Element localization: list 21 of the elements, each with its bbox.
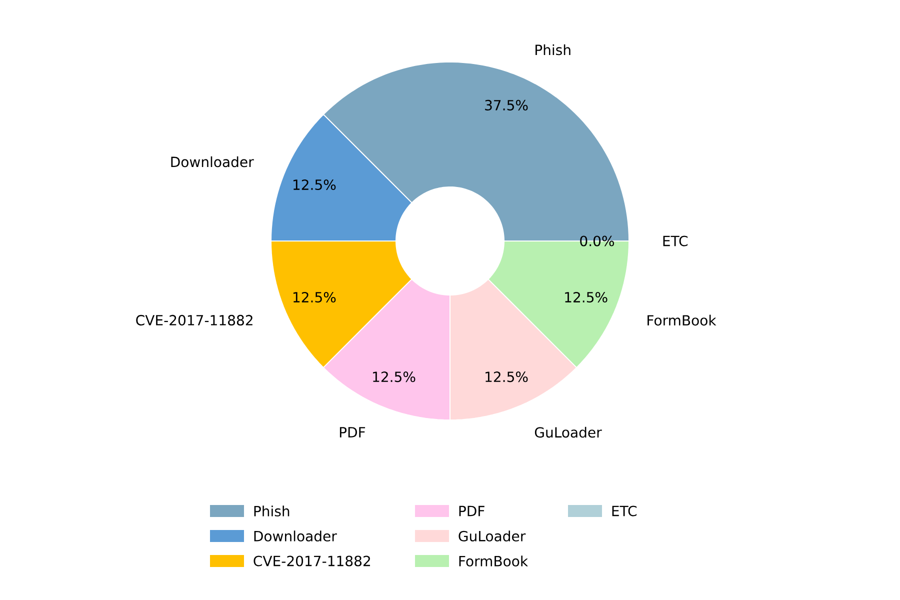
slice-label: Downloader <box>171 156 254 168</box>
legend-label: Downloader <box>254 530 337 542</box>
slice-label: PDF <box>340 427 366 438</box>
data-label: 12.5% <box>293 292 336 303</box>
legend-label: Phish <box>254 506 290 516</box>
legend-label: CVE-2017-11882 <box>254 556 370 566</box>
legend-label: GuLoader <box>458 530 526 542</box>
data-label: 12.5% <box>293 179 336 190</box>
category-label: ETC <box>663 236 688 246</box>
legend-label: PDF <box>459 506 484 516</box>
text: 0.0% <box>580 236 614 246</box>
data-label: 37.5% <box>485 100 528 110</box>
data-label: 12.5% <box>486 372 528 382</box>
legend-label: FormBook <box>459 556 528 566</box>
slice-label: FormBook <box>648 314 716 326</box>
slice-label: Phish <box>536 44 570 56</box>
data-label: 12.5% <box>565 292 608 303</box>
legend-label: ETC <box>612 506 637 516</box>
slice-label: GuLoader <box>534 426 602 438</box>
slice-label: CVE-2017-11882 <box>136 314 252 326</box>
data-label: 12.5% <box>373 372 416 382</box>
